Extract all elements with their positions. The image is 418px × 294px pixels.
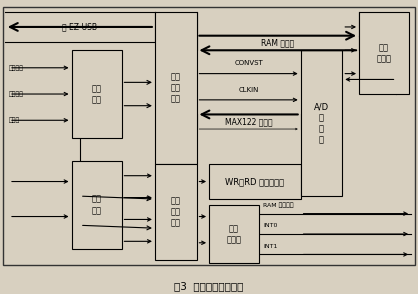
Text: 时序
逻辑
控制: 时序 逻辑 控制	[171, 197, 181, 228]
Text: WR，RD 信号发生器: WR，RD 信号发生器	[225, 177, 284, 186]
FancyBboxPatch shape	[155, 12, 196, 164]
Text: 数据
存储器: 数据 存储器	[377, 43, 392, 63]
Text: CONVST: CONVST	[234, 60, 263, 66]
Text: 逻辑
控制: 逻辑 控制	[92, 84, 102, 104]
Text: 地址
发生器: 地址 发生器	[227, 224, 242, 244]
Text: CLKIN: CLKIN	[238, 86, 259, 93]
Text: A/D
转
换
器: A/D 转 换 器	[314, 102, 329, 144]
FancyBboxPatch shape	[359, 12, 409, 94]
Text: MAX122 数据线: MAX122 数据线	[225, 117, 273, 126]
Text: RAM 地址信号: RAM 地址信号	[263, 202, 294, 208]
FancyBboxPatch shape	[155, 164, 196, 260]
FancyBboxPatch shape	[209, 164, 301, 199]
FancyBboxPatch shape	[301, 50, 342, 196]
Text: RAM 数据线: RAM 数据线	[261, 39, 294, 48]
Text: 开始采集: 开始采集	[9, 91, 24, 97]
Text: 读数据: 读数据	[9, 118, 20, 123]
Text: 时钟
电路: 时钟 电路	[92, 195, 102, 215]
Text: 时钟信号: 时钟信号	[9, 65, 24, 71]
FancyBboxPatch shape	[71, 50, 122, 138]
FancyBboxPatch shape	[209, 205, 259, 263]
Text: 三态
缓冲
电路: 三态 缓冲 电路	[171, 73, 181, 104]
Text: 接 EZ-USB: 接 EZ-USB	[62, 22, 97, 31]
Text: 图3  控制电路原理框图: 图3 控制电路原理框图	[174, 281, 244, 291]
FancyBboxPatch shape	[71, 161, 122, 249]
Text: INT1: INT1	[263, 244, 278, 249]
Text: INT0: INT0	[263, 223, 278, 228]
